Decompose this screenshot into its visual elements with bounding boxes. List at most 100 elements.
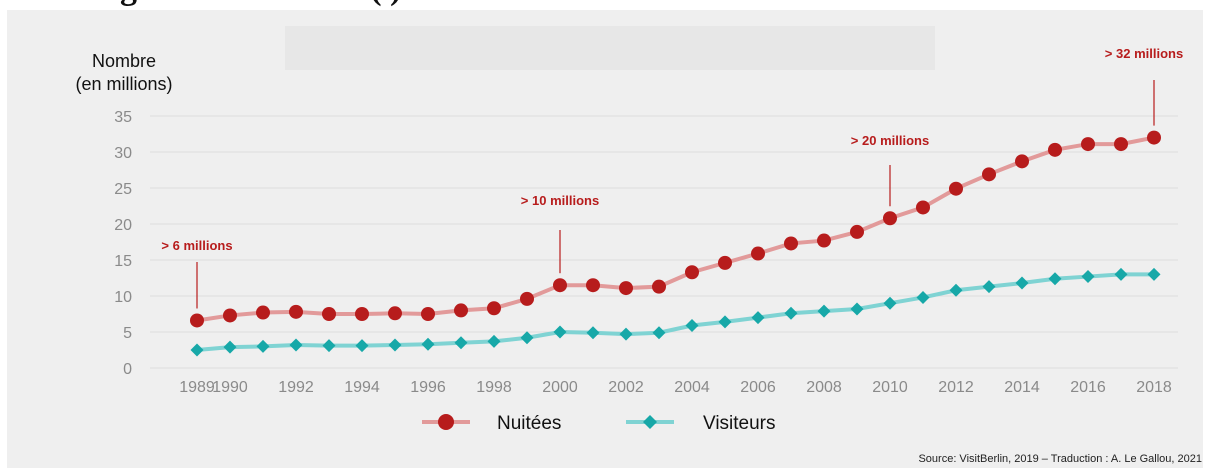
x-tick-label: 1994 (344, 379, 380, 396)
data-point-visiteurs (652, 326, 666, 340)
y-tick-label: 20 (114, 217, 132, 234)
x-tick-label: 1998 (476, 379, 512, 396)
data-point-visiteurs (454, 336, 468, 350)
legend-marker-visiteurs (643, 415, 657, 429)
annotation-label: > 6 millions (161, 238, 232, 253)
data-point-visiteurs (190, 343, 204, 357)
x-tick-label: 2016 (1070, 379, 1106, 396)
data-point-nuitees (1015, 154, 1029, 169)
data-point-visiteurs (1081, 270, 1095, 284)
legend-label: Visiteurs (703, 413, 776, 434)
x-tick-label: 2000 (542, 379, 578, 396)
y-tick-label: 15 (114, 253, 132, 270)
data-point-nuitees (1081, 137, 1095, 152)
x-tick-label: 2004 (674, 379, 710, 396)
x-tick-label: 1996 (410, 379, 446, 396)
data-point-visiteurs (289, 338, 303, 352)
source-note: Source: VisitBerlin, 2019 – Traduction :… (918, 453, 1202, 465)
data-point-visiteurs (1114, 267, 1128, 281)
x-tick-label: 1989 (179, 379, 215, 396)
data-point-visiteurs (586, 326, 600, 340)
data-point-nuitees (553, 278, 567, 293)
x-tick-label: 2002 (608, 379, 644, 396)
data-point-visiteurs (883, 296, 897, 310)
data-point-visiteurs (487, 334, 501, 348)
data-point-visiteurs (982, 280, 996, 294)
data-point-visiteurs (916, 290, 930, 304)
data-point-nuitees (718, 255, 732, 270)
annotation-label: > 20 millions (851, 133, 929, 148)
data-point-visiteurs (817, 304, 831, 318)
data-point-visiteurs (520, 331, 534, 345)
data-point-visiteurs (685, 319, 699, 333)
data-point-nuitees (388, 306, 402, 321)
y-axis-label: Nombre (en millions) (59, 50, 189, 96)
data-point-nuitees (982, 167, 996, 182)
data-point-nuitees (850, 224, 864, 239)
y-axis-label-line-1: Nombre (91, 51, 157, 71)
data-point-nuitees (454, 303, 468, 318)
x-tick-label: 2012 (938, 379, 974, 396)
data-point-visiteurs (949, 283, 963, 297)
chart-panel: Nombre (en millions) (7, 10, 1203, 468)
x-tick-label: 2006 (740, 379, 776, 396)
data-point-nuitees (355, 307, 369, 321)
data-point-visiteurs (1015, 276, 1029, 290)
y-tick-label: 10 (114, 289, 132, 306)
y-axis-label-line-2: (en millions) (75, 74, 173, 94)
data-point-nuitees (751, 246, 765, 261)
data-point-visiteurs (355, 339, 369, 353)
data-point-visiteurs (751, 311, 765, 325)
data-point-visiteurs (388, 338, 402, 352)
data-point-nuitees (1114, 137, 1128, 152)
data-point-nuitees (586, 278, 600, 293)
data-point-visiteurs (256, 339, 270, 353)
data-point-nuitees (817, 233, 831, 248)
x-tick-label: 2008 (806, 379, 842, 396)
title-placeholder-box (285, 26, 935, 70)
legend-marker-nuitees (438, 414, 454, 430)
data-point-nuitees (784, 236, 798, 251)
x-tick-label: 1992 (278, 379, 314, 396)
clipped-header-text: gu t t vs t s ts t ts ( ) (120, 0, 401, 8)
clipped-header: gu t t vs t s ts t ts ( ) (0, 0, 1210, 12)
x-tick-label: 2018 (1136, 379, 1172, 396)
data-point-nuitees (949, 181, 963, 196)
data-point-nuitees (190, 313, 204, 328)
data-point-nuitees (421, 307, 435, 321)
data-point-visiteurs (223, 340, 237, 354)
data-point-nuitees (1048, 142, 1062, 157)
y-tick-label: 30 (114, 145, 132, 162)
data-point-nuitees (256, 305, 270, 320)
y-tick-label: 25 (114, 181, 132, 198)
data-point-nuitees (289, 304, 303, 319)
y-tick-label: 0 (123, 361, 132, 378)
data-point-nuitees (619, 281, 633, 296)
data-point-visiteurs (718, 315, 732, 329)
data-point-visiteurs (850, 302, 864, 316)
x-tick-label: 2014 (1004, 379, 1040, 396)
data-point-visiteurs (553, 325, 567, 339)
x-tick-label: 2010 (872, 379, 908, 396)
data-point-nuitees (520, 291, 534, 306)
data-point-nuitees (322, 307, 336, 321)
data-point-visiteurs (421, 337, 435, 351)
data-point-visiteurs (322, 339, 336, 353)
legend-label: Nuitées (497, 413, 561, 434)
data-point-visiteurs (1147, 267, 1161, 281)
data-point-nuitees (685, 265, 699, 280)
data-point-nuitees (916, 200, 930, 215)
data-point-nuitees (883, 211, 897, 226)
data-point-nuitees (487, 301, 501, 316)
annotation-label: > 10 millions (521, 193, 599, 208)
data-point-visiteurs (619, 327, 633, 341)
y-tick-label: 35 (114, 109, 132, 126)
data-point-visiteurs (1048, 272, 1062, 286)
data-point-nuitees (652, 279, 666, 294)
x-tick-label: 1990 (212, 379, 248, 396)
data-point-visiteurs (784, 306, 798, 320)
annotation-label: > 32 millions (1105, 46, 1183, 61)
series-line-nuitees (196, 135, 1155, 323)
data-point-nuitees (223, 308, 237, 323)
